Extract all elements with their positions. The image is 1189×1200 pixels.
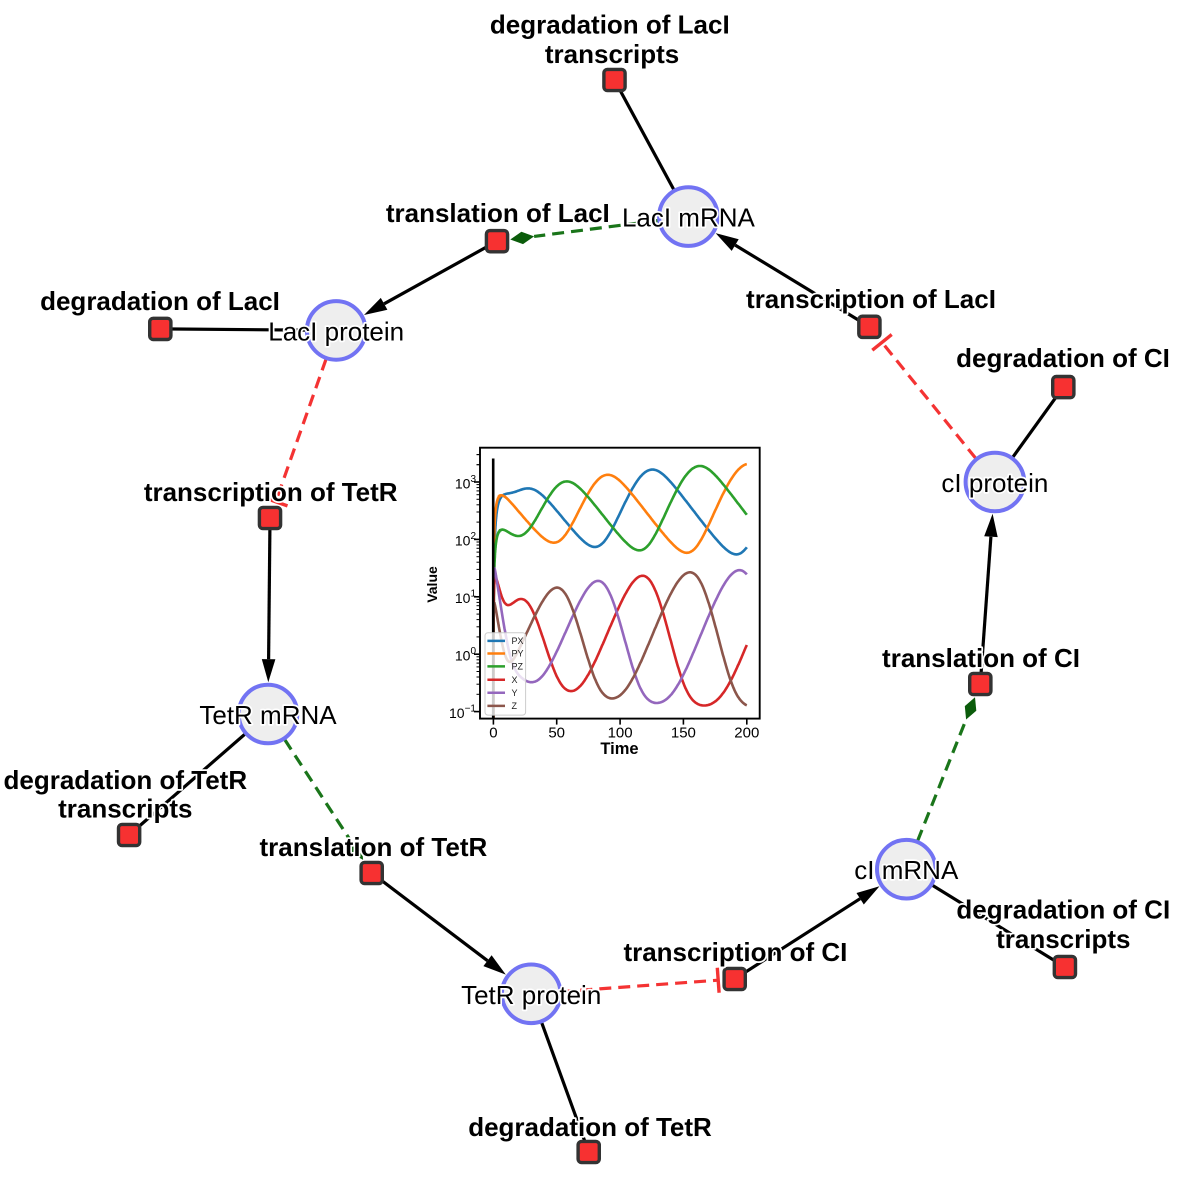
svg-text:100: 100 xyxy=(608,725,633,742)
svg-text:PY: PY xyxy=(512,649,524,659)
svg-text:50: 50 xyxy=(548,725,565,742)
svg-text:Z: Z xyxy=(512,701,518,711)
svg-text:translation of CI: translation of CI xyxy=(882,643,1080,673)
svg-text:Value: Value xyxy=(424,566,440,603)
svg-text:degradation of TetR: degradation of TetR xyxy=(468,1112,712,1142)
svg-text:translation of LacI: translation of LacI xyxy=(386,198,610,228)
svg-text:transcripts: transcripts xyxy=(545,39,679,69)
svg-text:degradation of LacI: degradation of LacI xyxy=(40,286,280,316)
svg-text:150: 150 xyxy=(671,725,696,742)
svg-text:0: 0 xyxy=(489,725,497,742)
svg-text:degradation of CI: degradation of CI xyxy=(956,343,1170,373)
svg-text:cI protein: cI protein xyxy=(941,468,1048,498)
svg-text:transcription of CI: transcription of CI xyxy=(623,937,847,967)
svg-text:TetR protein: TetR protein xyxy=(461,980,601,1010)
svg-text:TetR mRNA: TetR mRNA xyxy=(199,700,337,730)
svg-text:200: 200 xyxy=(734,725,759,742)
svg-text:degradation of TetR: degradation of TetR xyxy=(3,765,247,795)
svg-text:X: X xyxy=(512,675,518,685)
svg-text:LacI protein: LacI protein xyxy=(268,316,404,346)
svg-text:Y: Y xyxy=(512,688,518,698)
svg-text:cI mRNA: cI mRNA xyxy=(854,855,959,885)
svg-text:PX: PX xyxy=(512,636,524,646)
svg-text:LacI mRNA: LacI mRNA xyxy=(622,203,756,233)
svg-text:PZ: PZ xyxy=(512,662,524,672)
svg-text:transcripts: transcripts xyxy=(58,794,192,824)
svg-text:Time: Time xyxy=(600,740,638,758)
svg-text:transcription of LacI: transcription of LacI xyxy=(746,284,996,314)
svg-text:transcription of TetR: transcription of TetR xyxy=(144,477,398,507)
svg-text:translation of TetR: translation of TetR xyxy=(260,832,488,862)
svg-text:degradation of CI: degradation of CI xyxy=(956,895,1170,925)
svg-text:degradation of LacI: degradation of LacI xyxy=(490,10,730,40)
svg-text:transcripts: transcripts xyxy=(996,924,1130,954)
